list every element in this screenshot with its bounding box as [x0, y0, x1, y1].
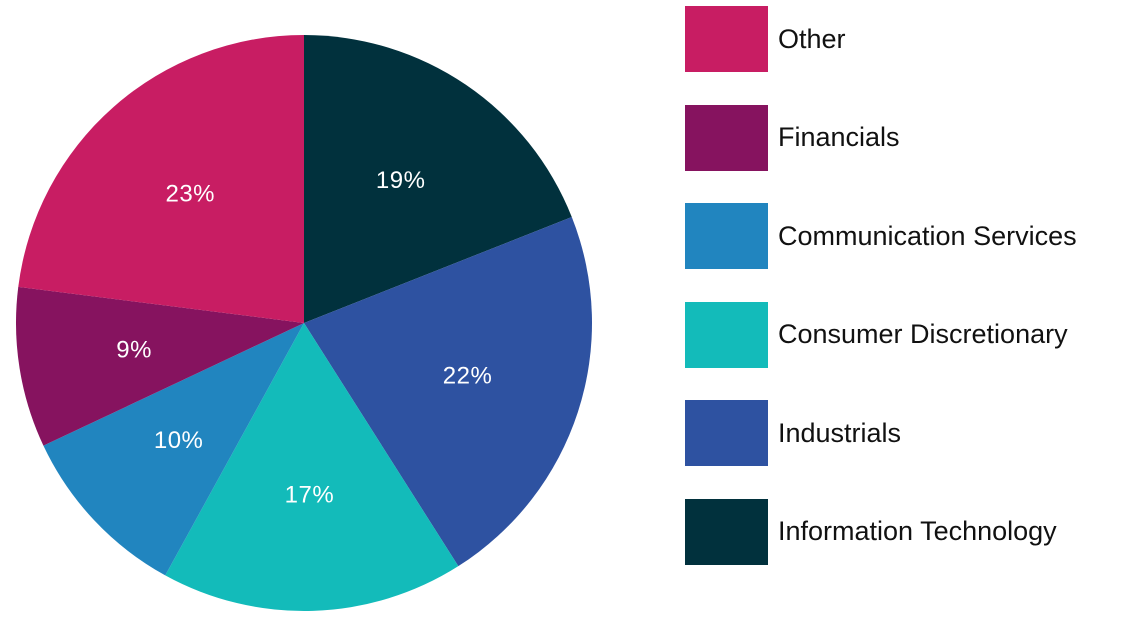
pie-slice-industrials: [304, 216, 593, 567]
pie-chart: 19% 22% 17% 10% 9% 23%: [15, 35, 593, 611]
pie-slice-communication-services: [43, 323, 304, 576]
pie-slice-consumer-discretionary: [165, 323, 459, 611]
data-label-consumer-discretionary: 17%: [285, 481, 335, 508]
legend-item-communication-services: Communication Services: [685, 203, 1125, 269]
pie-data-labels: 19% 22% 17% 10% 9% 23%: [116, 167, 492, 508]
legend-swatch: [685, 400, 768, 466]
legend-label: Industrials: [778, 417, 902, 448]
pie-slice-other: [18, 35, 304, 323]
legend-label: Other: [778, 23, 846, 54]
pie-slice-information-technology: [304, 35, 572, 323]
legend-item-consumer-discretionary: Consumer Discretionary: [685, 301, 1125, 368]
legend-item-financials: Financials: [685, 104, 1125, 171]
legend-item-information-technology: Information Technology: [685, 498, 1125, 565]
legend-label: Financials: [778, 122, 900, 152]
legend-label: Consumer Discretionary: [778, 319, 1068, 349]
legend-label: Information Technology: [778, 516, 1057, 546]
legend-swatch: [685, 498, 768, 565]
legend-label: Communication Services: [778, 220, 1077, 251]
pie-slice-financials: [15, 286, 304, 446]
chart-legend: Other Financials Communication Services Con…: [685, 6, 1125, 597]
legend-item-other: Other: [685, 6, 1125, 72]
legend-swatch: [685, 203, 768, 269]
legend-swatch: [685, 104, 768, 171]
data-label-other: 23%: [165, 180, 215, 207]
data-label-communication-services: 10%: [154, 427, 204, 454]
pie-slices: [15, 35, 593, 611]
data-label-industrials: 22%: [443, 363, 493, 390]
data-label-financials: 9%: [116, 336, 152, 363]
legend-swatch: [685, 301, 768, 368]
legend-item-industrials: Industrials: [685, 400, 1125, 466]
legend-swatch: [685, 6, 768, 72]
data-label-information-technology: 19%: [376, 167, 426, 194]
